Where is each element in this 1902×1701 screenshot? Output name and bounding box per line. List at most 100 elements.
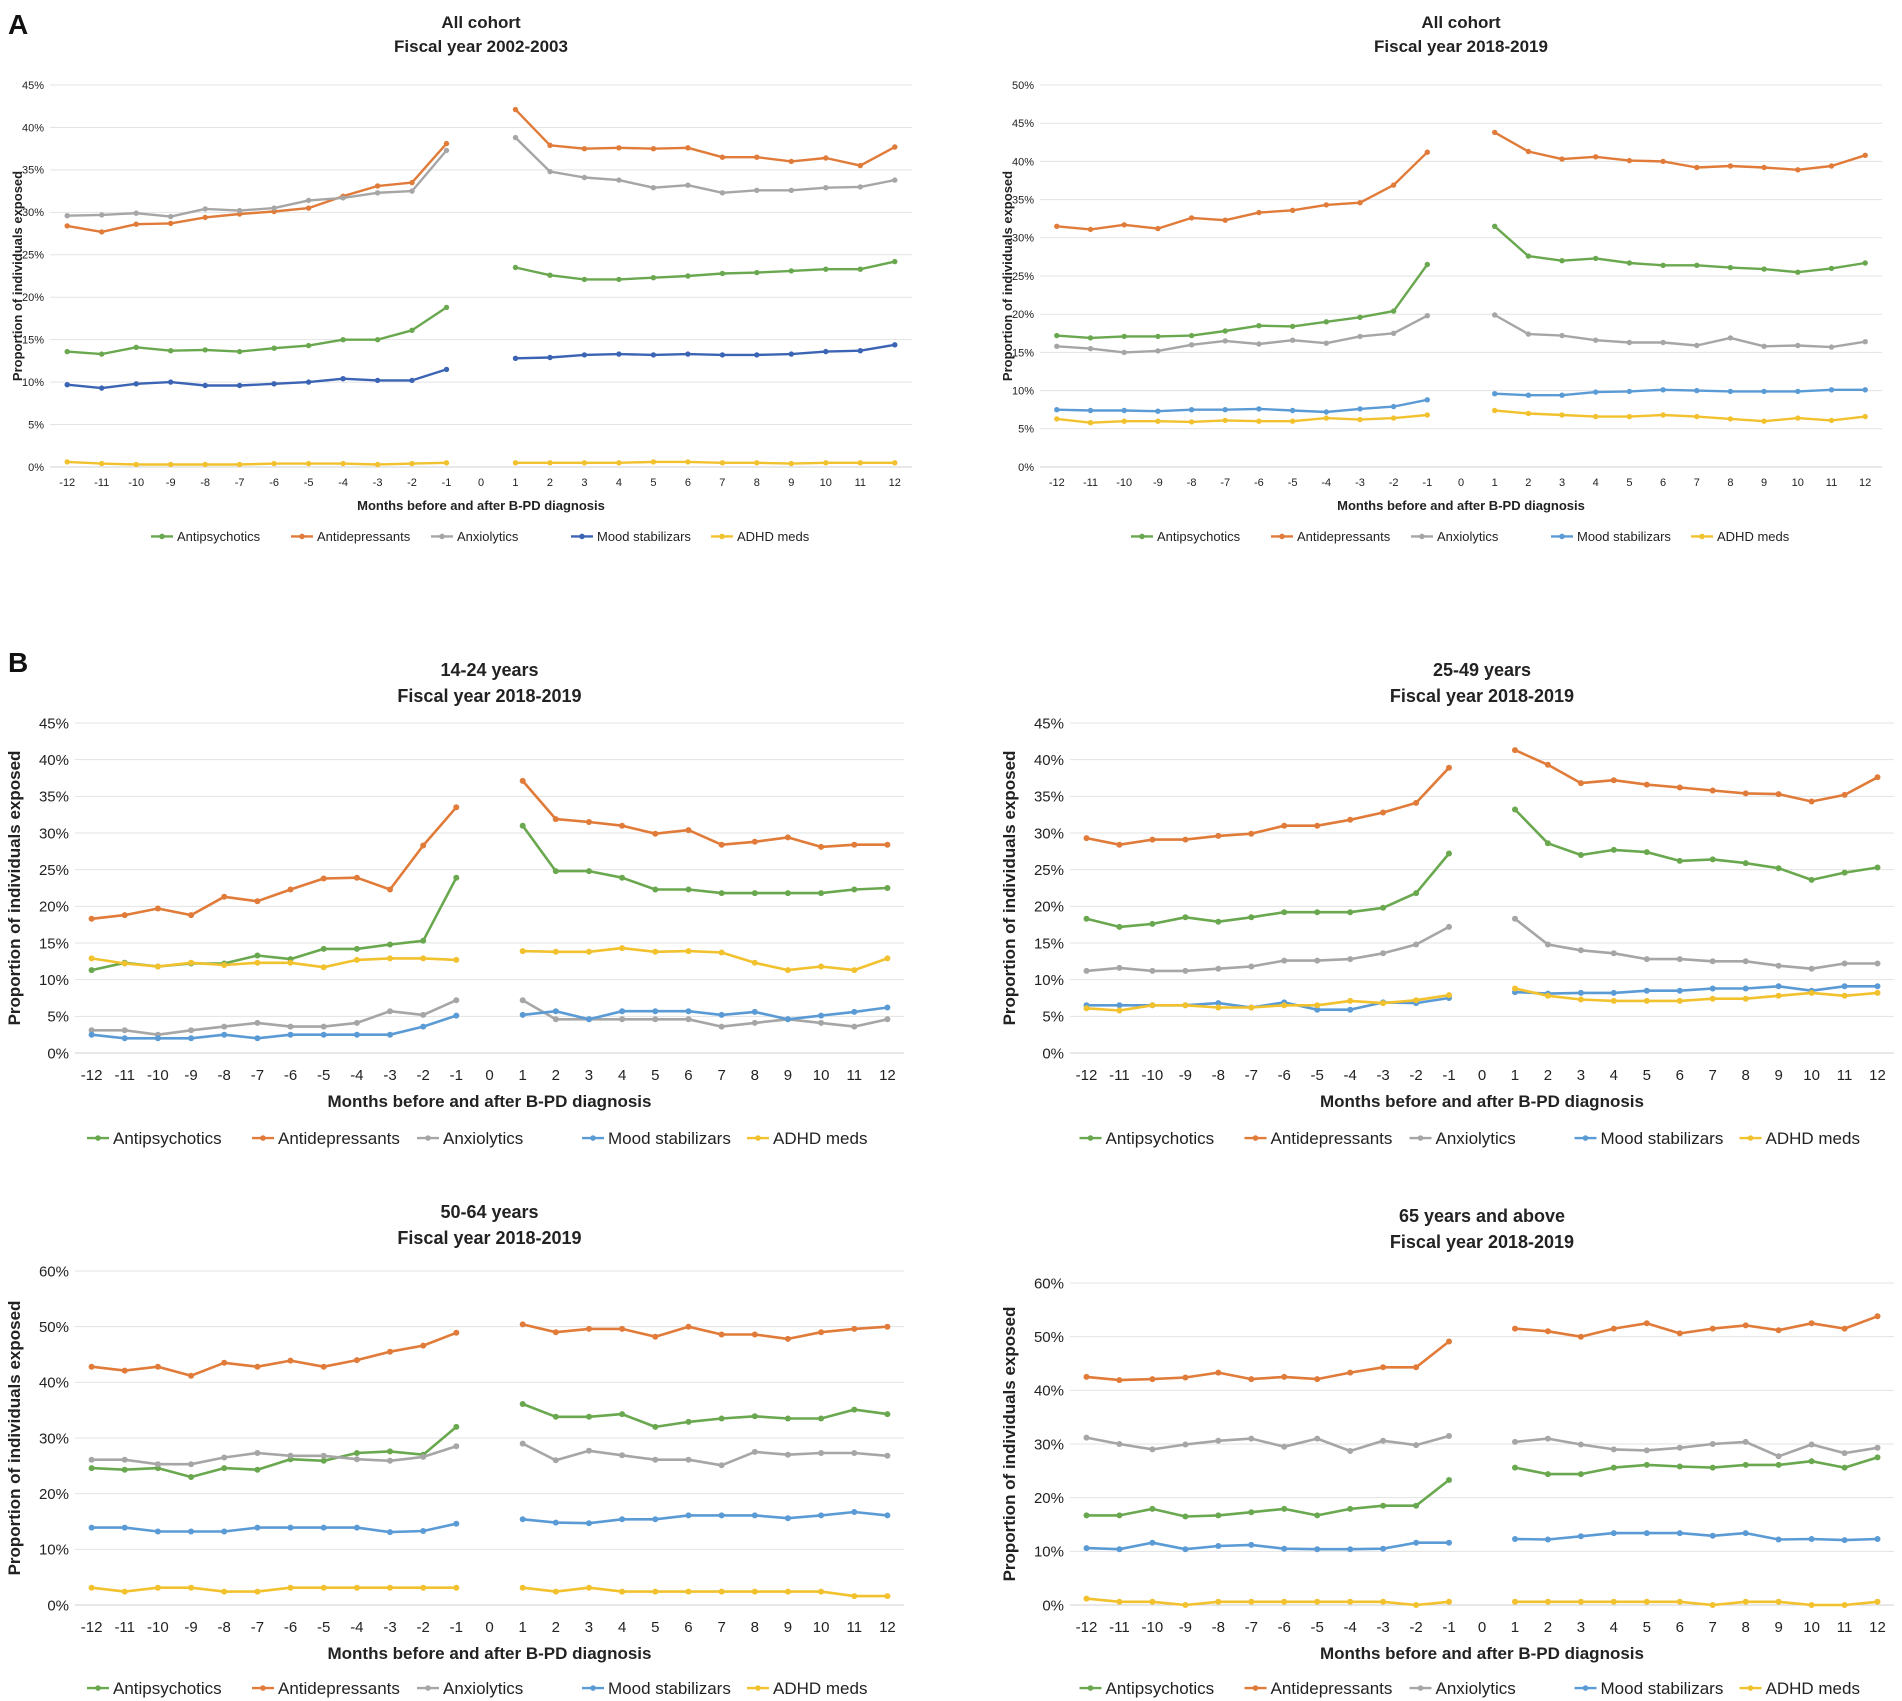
legend-marker xyxy=(1582,1685,1589,1691)
series-line xyxy=(522,1323,888,1341)
series-line xyxy=(91,957,457,969)
data-point xyxy=(1281,1598,1288,1605)
data-point xyxy=(1808,1320,1815,1327)
data-point xyxy=(1446,992,1452,999)
data-point xyxy=(387,1457,393,1464)
data-point xyxy=(1087,335,1094,341)
data-point xyxy=(1544,840,1551,847)
data-point xyxy=(1643,987,1650,994)
data-point xyxy=(353,1019,360,1026)
data-point xyxy=(133,344,139,350)
series-anxiolytics xyxy=(1054,312,1868,356)
x-tick-label: 12 xyxy=(879,1067,896,1084)
x-axis-label: Months before and after B-PD diagnosis xyxy=(1337,498,1585,513)
data-point xyxy=(1795,415,1801,421)
series-line xyxy=(1514,987,1878,1003)
x-tick-label: -11 xyxy=(1083,477,1098,489)
legend-label: Antipsychotics xyxy=(1157,529,1241,544)
data-point xyxy=(453,1423,460,1430)
data-point xyxy=(1314,1376,1321,1383)
data-point xyxy=(254,1450,261,1456)
x-tick-label: 4 xyxy=(618,1067,626,1084)
data-point xyxy=(754,460,760,466)
x-tick-label: 6 xyxy=(684,1067,692,1084)
x-tick-label: 11 xyxy=(1837,1619,1853,1636)
data-point xyxy=(552,1457,559,1464)
data-point xyxy=(1841,1325,1848,1332)
data-point xyxy=(519,777,526,784)
x-tick-label: 2 xyxy=(547,477,553,489)
x-tick-label: 7 xyxy=(717,1067,725,1084)
y-tick-label: 10% xyxy=(22,377,44,389)
data-point xyxy=(1874,983,1881,990)
y-tick-label: 0% xyxy=(1042,1045,1064,1062)
series-line xyxy=(1086,1434,1450,1453)
y-tick-label: 30% xyxy=(22,207,44,219)
data-point xyxy=(1380,1598,1387,1605)
data-point xyxy=(1795,388,1801,395)
data-point xyxy=(1775,791,1782,798)
x-tick-label: 2 xyxy=(552,1619,560,1636)
data-point xyxy=(1357,416,1363,423)
data-point xyxy=(1492,391,1498,397)
data-point xyxy=(619,1452,626,1459)
data-point xyxy=(1643,1461,1650,1468)
x-tick-label: -5 xyxy=(304,477,314,489)
data-point xyxy=(121,1367,128,1374)
x-tick-label: -5 xyxy=(1288,477,1298,489)
data-point xyxy=(718,1023,725,1030)
data-point xyxy=(1314,957,1321,964)
data-point xyxy=(892,177,898,183)
data-point xyxy=(1795,342,1801,349)
data-point xyxy=(1709,856,1716,863)
data-point xyxy=(1281,822,1288,829)
legend-marker xyxy=(425,1685,431,1691)
data-point xyxy=(1577,1333,1584,1340)
x-tick-label: 0 xyxy=(1458,477,1464,489)
data-point xyxy=(892,258,898,265)
data-point xyxy=(1323,319,1330,325)
data-point xyxy=(1775,962,1782,969)
data-point xyxy=(784,1415,791,1422)
y-tick-label: 0% xyxy=(1042,1597,1064,1614)
y-tick-label: 10% xyxy=(1012,385,1034,397)
data-point xyxy=(1083,1434,1090,1441)
data-point xyxy=(99,229,105,235)
x-tick-label: 1 xyxy=(518,1067,526,1084)
x-tick-label: 7 xyxy=(1694,477,1700,489)
legend-marker xyxy=(299,533,305,540)
legend-label: Mood stabilizars xyxy=(608,1129,731,1148)
data-point xyxy=(420,1023,427,1030)
x-tick-label: 9 xyxy=(1774,1067,1782,1084)
series-line xyxy=(91,1331,457,1377)
data-point xyxy=(320,875,327,882)
data-point xyxy=(1215,1512,1222,1519)
data-point xyxy=(751,1413,758,1420)
data-point xyxy=(453,1012,460,1019)
data-point xyxy=(1413,1539,1420,1546)
y-tick-label: 15% xyxy=(1012,347,1034,359)
data-point xyxy=(1116,1546,1123,1553)
data-point xyxy=(547,168,553,175)
data-point xyxy=(884,1411,891,1418)
data-point xyxy=(236,461,243,468)
data-point xyxy=(857,348,863,354)
data-point xyxy=(1281,1505,1288,1512)
chart-title: All cohort xyxy=(1421,13,1501,32)
data-point xyxy=(1446,1433,1452,1439)
legend-label: Mood stabilizars xyxy=(608,1679,731,1698)
data-point xyxy=(1215,1543,1222,1549)
data-point xyxy=(1413,1364,1420,1371)
x-tick-label: -12 xyxy=(59,477,75,489)
data-point xyxy=(581,146,588,152)
data-point xyxy=(1413,1502,1420,1509)
data-point xyxy=(1121,222,1127,228)
data-point xyxy=(320,1023,327,1030)
data-point xyxy=(784,1451,791,1458)
data-point xyxy=(1828,265,1835,272)
data-point xyxy=(1559,392,1565,398)
data-point xyxy=(1424,149,1431,155)
data-point xyxy=(685,827,692,834)
data-point xyxy=(616,460,622,466)
data-point xyxy=(1323,340,1330,346)
